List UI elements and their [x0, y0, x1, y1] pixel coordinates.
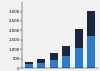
Bar — [87, 11, 95, 36]
Bar — [50, 53, 58, 60]
Bar — [75, 29, 83, 48]
Bar — [25, 62, 33, 64]
Bar — [50, 60, 58, 68]
Bar — [75, 48, 83, 68]
Bar — [37, 63, 45, 68]
Bar — [62, 56, 70, 68]
Bar — [25, 64, 33, 68]
Bar — [37, 59, 45, 63]
Bar — [87, 36, 95, 68]
Bar — [62, 46, 70, 56]
